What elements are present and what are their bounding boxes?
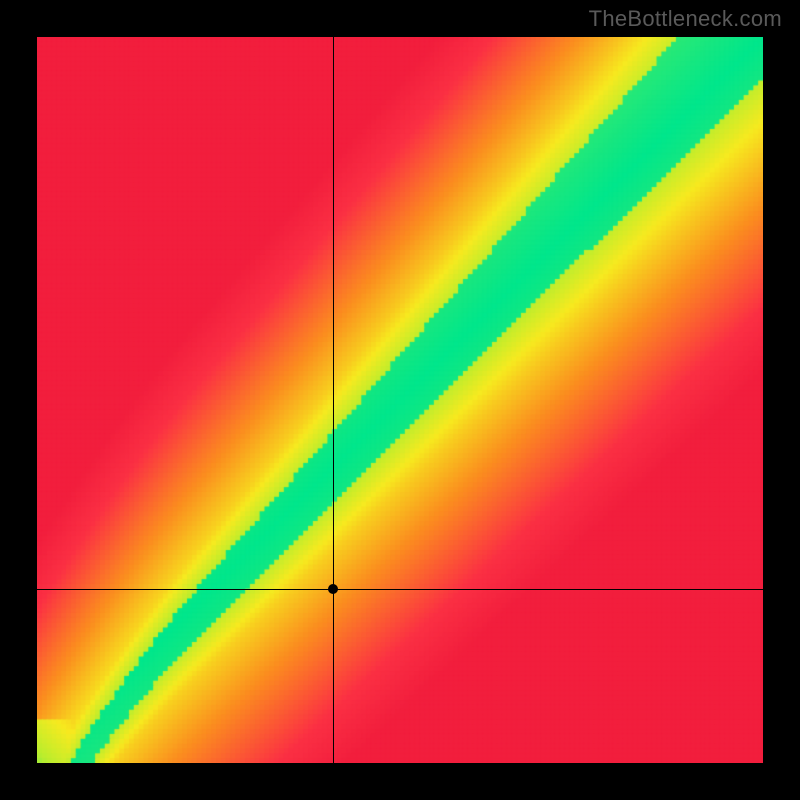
chart-container: TheBottleneck.com: [0, 0, 800, 800]
data-point-marker: [328, 584, 338, 594]
heatmap-canvas: [37, 37, 763, 763]
crosshair-vertical: [333, 37, 334, 763]
plot-area: [37, 37, 763, 763]
crosshair-horizontal: [37, 589, 763, 590]
watermark-text: TheBottleneck.com: [589, 6, 782, 32]
